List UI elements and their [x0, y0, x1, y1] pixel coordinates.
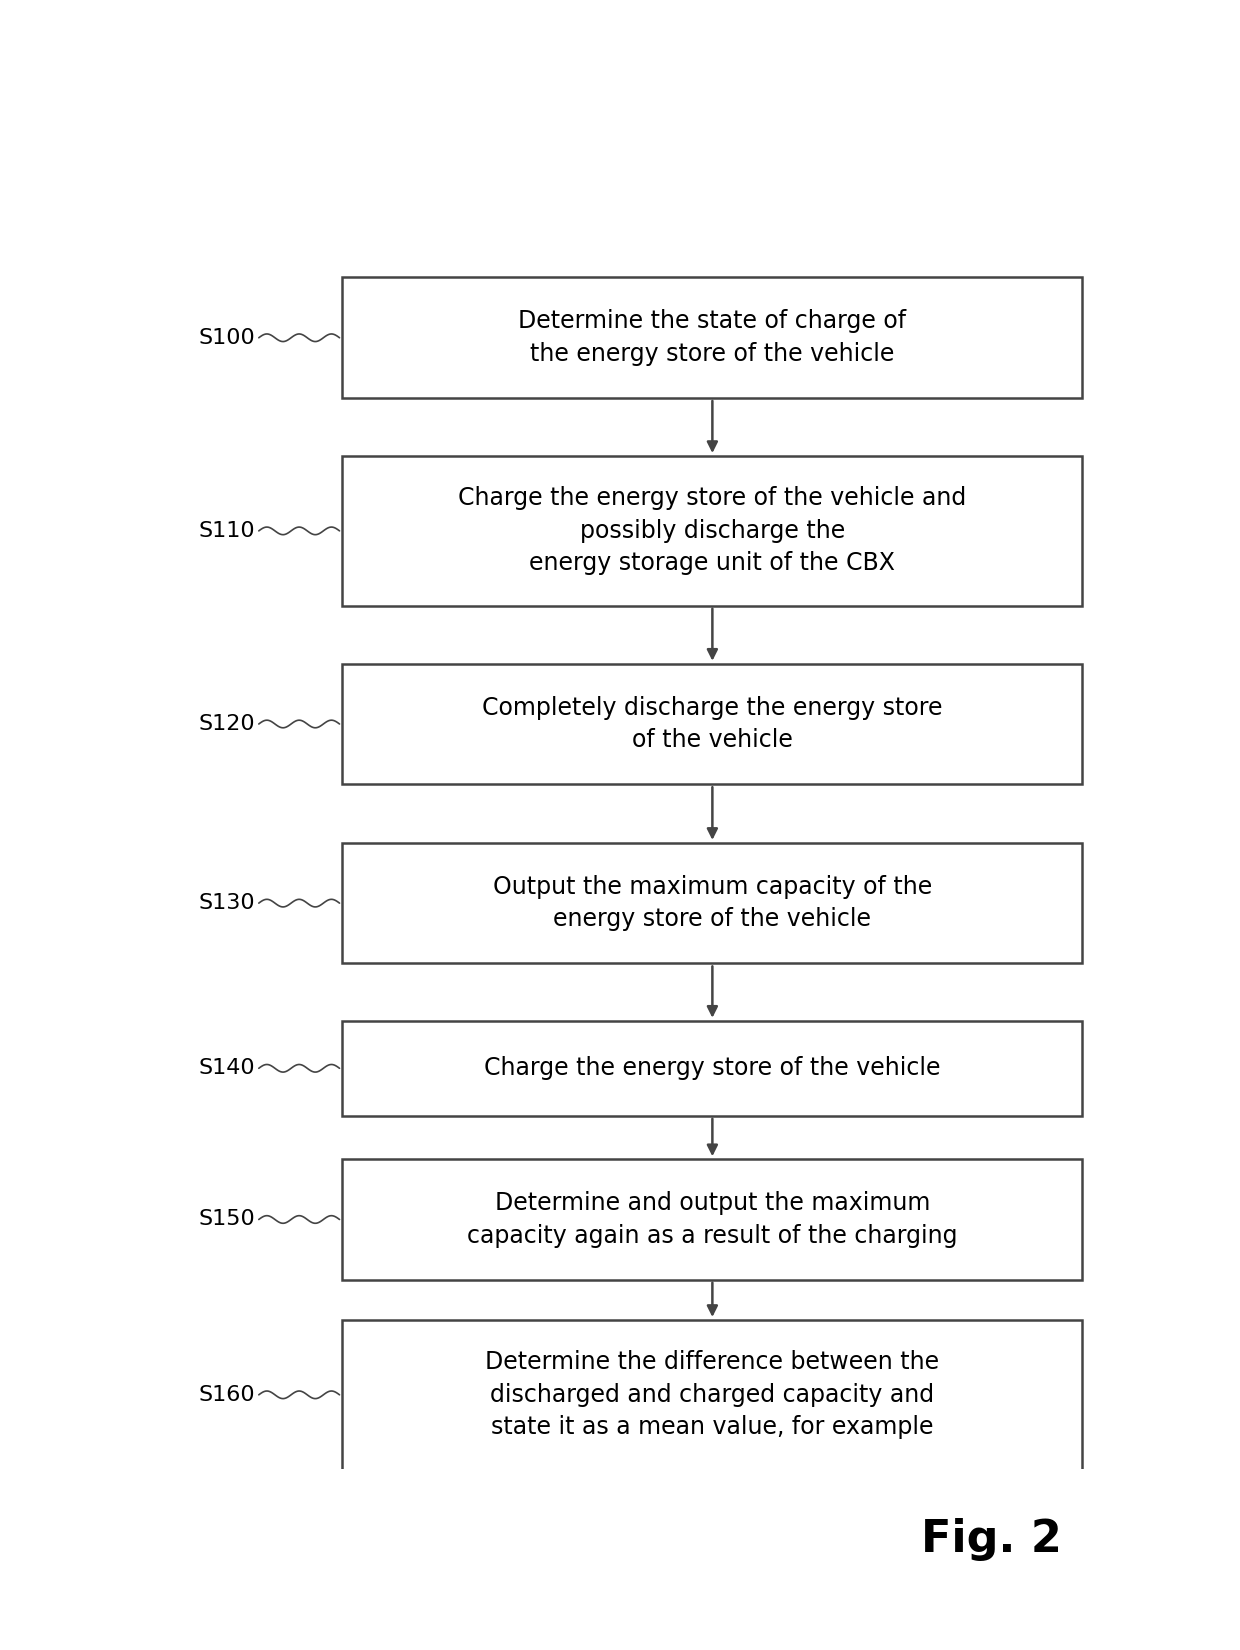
Text: S130: S130	[198, 893, 255, 912]
Text: S150: S150	[198, 1209, 255, 1229]
Bar	[342, 663, 1083, 784]
Text: Fig. 2: Fig. 2	[920, 1518, 1061, 1561]
Bar	[342, 1320, 1083, 1470]
Text: Charge the energy store of the vehicle: Charge the energy store of the vehicle	[484, 1056, 941, 1081]
Text: S110: S110	[198, 521, 255, 541]
Bar	[342, 1160, 1083, 1280]
Text: S100: S100	[198, 328, 255, 348]
Text: Completely discharge the energy store
of the vehicle: Completely discharge the energy store of…	[482, 696, 942, 752]
Text: Determine the difference between the
discharged and charged capacity and
state i: Determine the difference between the dis…	[485, 1350, 940, 1439]
Text: S160: S160	[198, 1384, 255, 1404]
Bar	[342, 843, 1083, 964]
Bar	[342, 1021, 1083, 1115]
Text: S140: S140	[198, 1058, 255, 1079]
Bar	[342, 455, 1083, 606]
Text: Determine and output the maximum
capacity again as a result of the charging: Determine and output the maximum capacit…	[467, 1191, 957, 1247]
Text: S120: S120	[198, 714, 255, 734]
Bar	[342, 277, 1083, 398]
Text: Output the maximum capacity of the
energy store of the vehicle: Output the maximum capacity of the energ…	[492, 874, 932, 931]
Text: Charge the energy store of the vehicle and
possibly discharge the
energy storage: Charge the energy store of the vehicle a…	[459, 487, 966, 576]
Text: Determine the state of charge of
the energy store of the vehicle: Determine the state of charge of the ene…	[518, 310, 906, 366]
